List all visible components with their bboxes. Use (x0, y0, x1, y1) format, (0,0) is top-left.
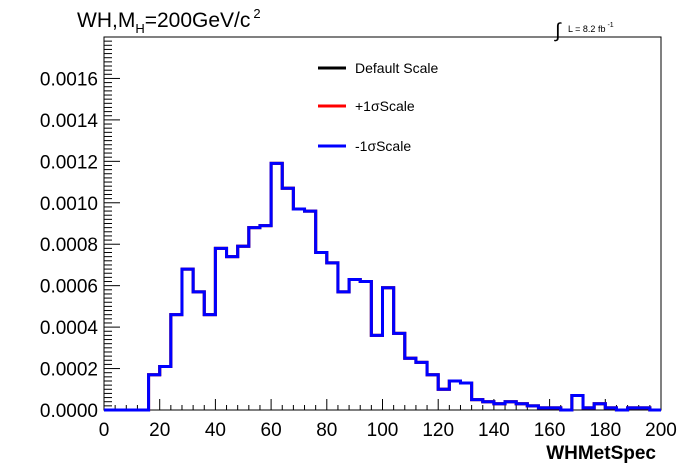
chart-title: WH,MH=200GeV/c 2 (77, 6, 261, 36)
y-axis: 0.0000 0.0002 0.0004 0.0006 0.0008 0.0010 0.00… (40, 40, 120, 422)
y-tick-label: 0.0014 (40, 111, 99, 132)
y-tick-label: 0.0012 (40, 152, 98, 173)
x-axis-title: WHMetSpec (546, 443, 656, 464)
x-tick-label: 200 (645, 420, 677, 441)
y-tick-label: 0.0016 (40, 69, 98, 90)
x-tick-label: 120 (422, 420, 454, 441)
series-line-2 (104, 161, 661, 412)
y-tick-label: 0.0004 (40, 318, 99, 339)
series-layer (104, 161, 661, 412)
x-tick-label: 100 (367, 420, 399, 441)
legend-entry-default: Default Scale (318, 60, 438, 76)
x-tick-label: 160 (534, 420, 566, 441)
svg-text:L = 8.2 fb-1: L = 8.2 fb -1 (568, 22, 614, 34)
x-tick-label: 20 (149, 420, 170, 441)
legend-label-plus1sigma: +1σScale (355, 98, 415, 114)
y-tick-label: 0.0000 (40, 401, 98, 422)
x-tick-label: 60 (261, 420, 282, 441)
y-tick-label: 0.0010 (40, 194, 98, 215)
legend-entry-minus1sigma: -1σScale (318, 138, 411, 154)
x-tick-label: 40 (205, 420, 226, 441)
x-tick-label: 80 (316, 420, 337, 441)
legend-entry-plus1sigma: +1σScale (318, 98, 415, 114)
x-tick-label: 140 (478, 420, 510, 441)
legend: Default Scale +1σScale -1σScale (318, 60, 438, 154)
y-tick-label: 0.0006 (40, 277, 98, 298)
legend-label-minus1sigma: -1σScale (355, 138, 411, 154)
x-axis: 0 20 40 60 80 100 120 140 160 180 200 (99, 399, 677, 441)
svg-text:∫: ∫ (554, 20, 562, 42)
x-tick-label: 180 (589, 420, 621, 441)
y-tick-label: 0.0008 (40, 235, 98, 256)
x-tick-label: 0 (99, 420, 110, 441)
legend-label-default: Default Scale (355, 60, 438, 76)
luminosity-label: ∫ L = 8.2 fb -1 (554, 20, 614, 42)
y-tick-label: 0.0002 (40, 360, 98, 381)
